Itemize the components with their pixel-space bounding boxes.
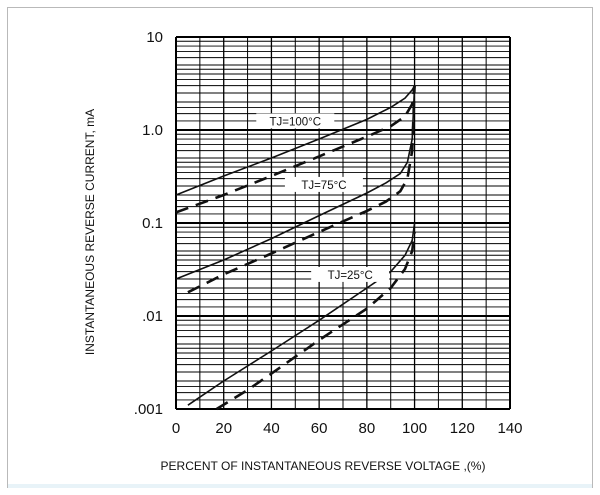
curve-solid [175,85,416,280]
curve-label: TJ=25°C [328,270,373,282]
y-tick-label: .001 [134,401,163,418]
x-tick-label: 20 [215,420,232,437]
x-tick-label: 120 [450,420,475,437]
curves [175,85,416,411]
curve-label-bg [311,266,390,282]
y-tick-label: .01 [142,308,163,325]
curve-label: TJ=100°C [269,116,321,128]
bottom-strip [8,484,592,488]
curve-solid [187,222,416,406]
curve-label-bg [256,113,335,129]
curve-label-bg [284,176,363,192]
tick-labels: 0 20 40 60 80 100 120 140 .001 .01 0.1 1.0 10 [134,29,523,437]
y-tick-label: 1.0 [142,122,163,139]
y-tick-label: 0.1 [142,215,163,232]
curve-dashed [187,85,416,294]
x-tick-label: 60 [311,420,328,437]
x-tick-label: 40 [263,420,280,437]
curve-dashed [175,85,416,214]
x-tick-label: 140 [497,420,522,437]
curve-dashed [215,231,416,411]
curve-labels: TJ=100°C TJ=75°C TJ=25°C [256,113,390,282]
y-axis-title: INSTANTANEOUS REVERSE CURRENT, mA [83,109,97,355]
y-tick-label: 10 [146,29,163,46]
x-tick-label: 0 [172,420,180,437]
x-axis-title: PERCENT OF INSTANTANEOUS REVERSE VOLTAGE… [161,459,486,473]
x-tick-label: 80 [359,420,376,437]
x-tick-label: 100 [402,420,427,437]
grid [175,36,511,410]
curve-solid [175,85,416,196]
chart-frame [7,7,593,488]
curve-label: TJ=75°C [301,180,346,192]
